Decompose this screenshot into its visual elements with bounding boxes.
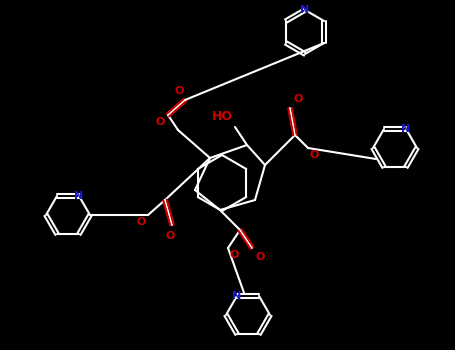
Text: N: N xyxy=(401,124,410,134)
Text: O: O xyxy=(174,86,184,96)
Text: N: N xyxy=(233,291,242,301)
Text: HO: HO xyxy=(212,110,233,123)
Text: O: O xyxy=(310,150,319,160)
Text: N: N xyxy=(74,191,84,201)
Text: O: O xyxy=(136,217,146,227)
Text: N: N xyxy=(300,5,309,15)
Text: O: O xyxy=(230,250,239,260)
Text: O: O xyxy=(165,231,175,241)
Text: O: O xyxy=(256,252,265,262)
Text: O: O xyxy=(294,94,303,104)
Text: O: O xyxy=(156,117,165,127)
